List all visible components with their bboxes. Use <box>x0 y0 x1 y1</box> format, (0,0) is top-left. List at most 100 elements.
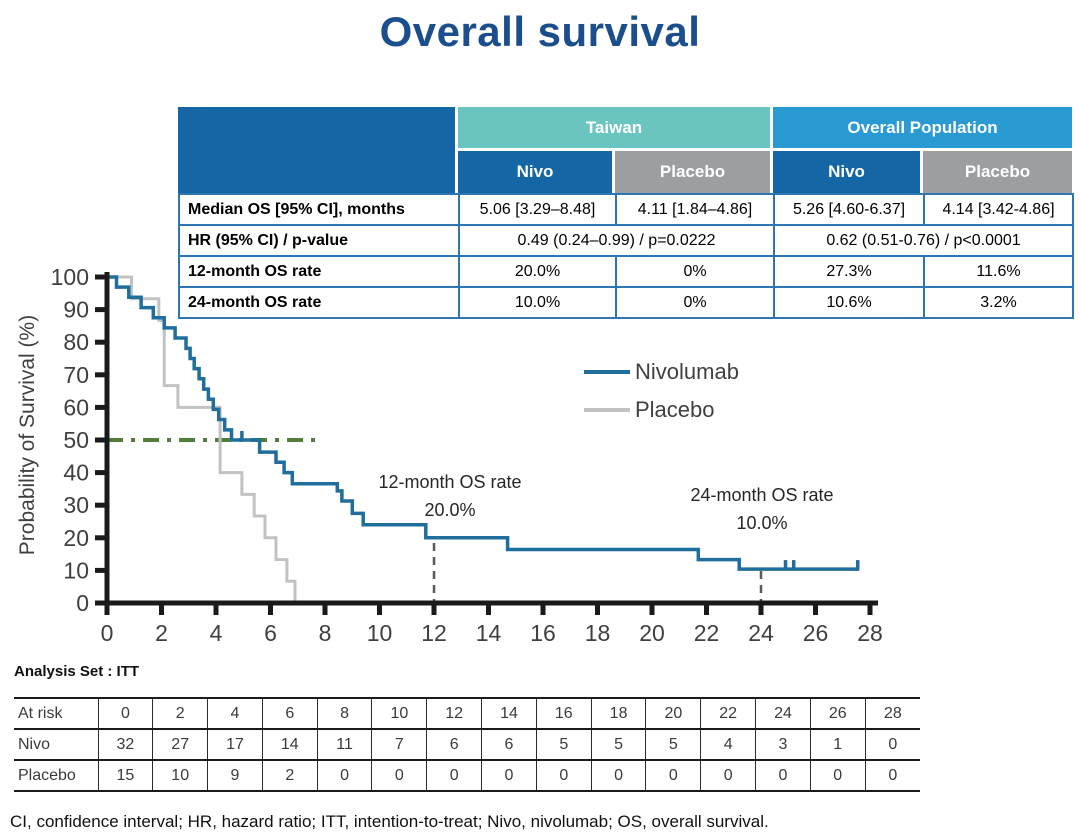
risk-row-label: Placebo <box>14 759 99 792</box>
row-label-median-os: Median OS [95% CI], months <box>178 193 460 226</box>
risk-count-cell: 0 <box>700 759 757 792</box>
median-os-taiwan-placebo: 4.11 [1.84–4.86] <box>615 193 775 226</box>
risk-count-cell: 0 <box>426 759 483 792</box>
risk-count-cell: 5 <box>645 728 702 761</box>
os12-taiwan-placebo: 0% <box>615 255 775 288</box>
results-table-header: Taiwan Overall Population Nivo Placebo N… <box>178 107 1072 193</box>
y-tick-label: 40 <box>63 460 89 486</box>
y-tick-label: 20 <box>63 525 89 551</box>
risk-count-cell: 9 <box>207 759 263 792</box>
x-tick-label: 6 <box>264 620 277 646</box>
x-tick-label: 12 <box>421 620 447 646</box>
risk-row-nivo: Nivo 32 27 17 14 11 7 6 6 5 5 5 4 3 1 0 <box>14 728 920 761</box>
risk-count-cell: 7 <box>371 728 428 761</box>
row-label-24mo-os: 24-month OS rate <box>178 286 460 319</box>
y-tick-label: 0 <box>76 590 89 616</box>
results-table: Taiwan Overall Population Nivo Placebo N… <box>178 107 1074 319</box>
x-tick-label: 20 <box>639 620 665 646</box>
x-tick-label: 18 <box>585 620 611 646</box>
risk-time-cell: 6 <box>261 697 318 730</box>
table-row: HR (95% CI) / p-value 0.49 (0.24–0.99) /… <box>178 224 1074 257</box>
risk-count-cell: 32 <box>97 728 154 761</box>
header-arm-nivo-overall: Nivo <box>773 151 920 193</box>
x-tick-label: 14 <box>476 620 502 646</box>
footnote: CI, confidence interval; HR, hazard rati… <box>10 812 769 831</box>
risk-time-cell: 26 <box>809 697 866 730</box>
risk-count-cell: 4 <box>700 728 757 761</box>
y-tick-label: 90 <box>63 297 89 323</box>
risk-count-cell: 1 <box>809 728 866 761</box>
table-row: 12-month OS rate 20.0% 0% 27.3% 11.6% <box>178 255 1074 288</box>
legend-label: Nivolumab <box>635 359 739 384</box>
y-tick-label: 100 <box>51 264 89 290</box>
x-tick-label: 2 <box>155 620 168 646</box>
x-tick-label: 28 <box>857 620 883 646</box>
header-corner-cell <box>178 107 455 193</box>
x-tick-label: 22 <box>694 620 720 646</box>
table-row: Median OS [95% CI], months 5.06 [3.29–8.… <box>178 193 1074 226</box>
x-tick-label: 16 <box>530 620 556 646</box>
x-tick-label: 8 <box>319 620 332 646</box>
analysis-set-label: Analysis Set : ITT <box>14 663 140 680</box>
os24-overall-placebo: 3.2% <box>923 286 1074 319</box>
risk-time-cell: 4 <box>207 697 263 730</box>
hr-overall: 0.62 (0.51-0.76) / p<0.0001 <box>773 224 1074 257</box>
km-curve-nivolumab <box>107 275 860 571</box>
results-table-body: Median OS [95% CI], months 5.06 [3.29–8.… <box>178 193 1074 319</box>
nivolumab-line-swatch <box>584 370 630 374</box>
risk-time-cell: 10 <box>371 697 428 730</box>
y-tick-label: 60 <box>63 394 89 420</box>
y-tick-label: 80 <box>63 329 89 355</box>
median-os-overall-nivo: 5.26 [4.60-6.37] <box>773 193 925 226</box>
risk-count-cell: 0 <box>371 759 428 792</box>
x-tick-label: 10 <box>367 620 393 646</box>
risk-count-cell: 6 <box>481 728 537 761</box>
risk-count-cell: 10 <box>152 759 209 792</box>
x-tick-label: 26 <box>803 620 829 646</box>
km-curve-placebo <box>107 275 297 605</box>
risk-time-cell: 24 <box>755 697 811 730</box>
x-tick-label: 4 <box>210 620 223 646</box>
os12-taiwan-nivo: 20.0% <box>458 255 617 288</box>
risk-count-cell: 0 <box>481 759 537 792</box>
risk-count-cell: 11 <box>316 728 373 761</box>
risk-count-cell: 6 <box>426 728 483 761</box>
annotation-12-month-os: 12-month OS rate 20.0% <box>378 469 521 525</box>
y-tick-label: 70 <box>63 362 89 388</box>
legend-item-nivolumab: Nivolumab <box>584 359 739 384</box>
y-tick-label: 10 <box>63 557 89 583</box>
risk-count-cell: 17 <box>207 728 263 761</box>
risk-count-cell: 3 <box>755 728 811 761</box>
x-tick-label: 24 <box>748 620 774 646</box>
header-group-overall-population: Overall Population <box>773 107 1072 148</box>
risk-count-cell: 15 <box>97 759 154 792</box>
annotation-value: 20.0% <box>424 499 476 520</box>
median-os-taiwan-nivo: 5.06 [3.29–8.48] <box>458 193 617 226</box>
y-tick-label: 30 <box>63 492 89 518</box>
os24-taiwan-placebo: 0% <box>615 286 775 319</box>
table-row: 24-month OS rate 10.0% 0% 10.6% 3.2% <box>178 286 1074 319</box>
risk-count-cell: 0 <box>645 759 702 792</box>
risk-time-cell: 14 <box>481 697 537 730</box>
risk-count-cell: 5 <box>590 728 647 761</box>
risk-time-cell: 22 <box>700 697 757 730</box>
risk-count-cell: 0 <box>755 759 811 792</box>
row-label-hr-pvalue: HR (95% CI) / p-value <box>178 224 460 257</box>
risk-count-cell: 2 <box>261 759 318 792</box>
risk-count-cell: 0 <box>316 759 373 792</box>
risk-count-cell: 0 <box>535 759 592 792</box>
risk-time-cell: 16 <box>535 697 592 730</box>
risk-count-cell: 27 <box>152 728 209 761</box>
y-axis-title: Probability of Survival (%) <box>16 314 39 556</box>
risk-time-cell: 20 <box>645 697 702 730</box>
header-arm-placebo-taiwan: Placebo <box>615 151 770 193</box>
os12-overall-placebo: 11.6% <box>923 255 1074 288</box>
risk-time-cell: 28 <box>864 697 920 730</box>
hr-taiwan: 0.49 (0.24–0.99) / p=0.0222 <box>458 224 775 257</box>
placebo-line-swatch <box>584 408 630 412</box>
risk-count-cell: 14 <box>261 728 318 761</box>
os24-overall-nivo: 10.6% <box>773 286 925 319</box>
risk-count-cell: 0 <box>864 759 920 792</box>
os24-taiwan-nivo: 10.0% <box>458 286 617 319</box>
